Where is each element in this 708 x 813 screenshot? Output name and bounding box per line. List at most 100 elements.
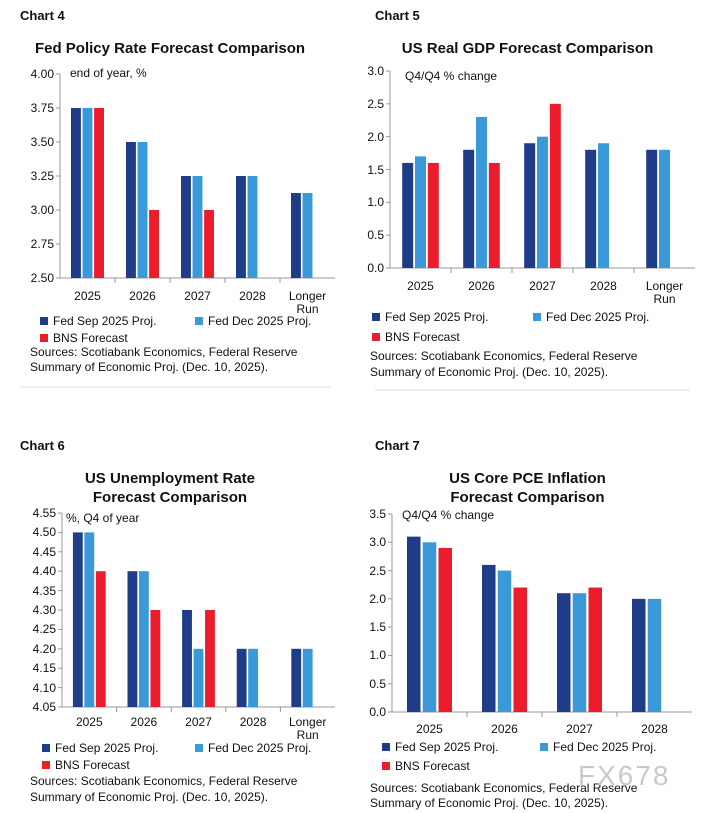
bar bbox=[127, 571, 138, 707]
bar bbox=[137, 142, 148, 278]
x-tick-label: 2026 bbox=[129, 289, 156, 303]
y-tick-label: 4.45 bbox=[32, 544, 56, 559]
y-tick-label: 3.75 bbox=[30, 101, 54, 115]
legend-label: BNS Forecast bbox=[395, 759, 470, 773]
legend-label: BNS Forecast bbox=[53, 331, 128, 345]
bar bbox=[291, 648, 302, 707]
legend-swatch bbox=[42, 761, 50, 769]
y-tick-label: 2.75 bbox=[30, 237, 54, 251]
x-tick-label: 2027 bbox=[185, 715, 212, 729]
bar bbox=[585, 149, 597, 268]
x-tick-label: 2025 bbox=[416, 722, 443, 736]
bar bbox=[247, 176, 258, 278]
legend-label: Fed Sep 2025 Proj. bbox=[385, 310, 489, 324]
legend-swatch bbox=[372, 313, 380, 321]
x-tick-label: 2026 bbox=[468, 279, 495, 293]
y-tick-label: 4.30 bbox=[32, 603, 56, 617]
y-tick-label: 1.5 bbox=[367, 162, 384, 177]
bar bbox=[84, 532, 95, 707]
bar bbox=[192, 176, 203, 278]
bar bbox=[646, 149, 658, 268]
source-note: Sources: Scotiabank Economics, Federal R… bbox=[30, 345, 298, 359]
y-tick-label: 4.55 bbox=[32, 506, 56, 520]
source-note: Summary of Economic Proj. (Dec. 10, 2025… bbox=[370, 796, 609, 810]
legend-swatch bbox=[42, 744, 50, 752]
y-tick-label: 2.0 bbox=[369, 591, 386, 606]
bar bbox=[302, 648, 313, 707]
y-tick-label: 4.10 bbox=[32, 680, 56, 695]
x-tick-label: 2026 bbox=[491, 722, 518, 736]
watermark: FX678 bbox=[578, 760, 671, 791]
bar bbox=[72, 532, 83, 707]
y-tick-label: 2.50 bbox=[30, 271, 54, 285]
x-tick-label: 2028 bbox=[239, 715, 267, 729]
y-tick-label: 1.5 bbox=[369, 620, 386, 635]
bar bbox=[488, 162, 500, 268]
legend-swatch bbox=[382, 762, 390, 770]
legend-label: Fed Dec 2025 Proj. bbox=[546, 310, 650, 324]
bar bbox=[557, 593, 571, 712]
chart-title: Forecast Comparison bbox=[92, 489, 248, 506]
y-tick-label: 0.5 bbox=[369, 676, 386, 691]
legend-swatch bbox=[372, 333, 380, 341]
bar bbox=[588, 587, 602, 712]
y-tick-label: 3.0 bbox=[369, 535, 386, 550]
bar bbox=[524, 143, 536, 268]
y-tick-label: 4.05 bbox=[32, 700, 56, 714]
y-tick-label: 4.20 bbox=[32, 641, 56, 656]
y-tick-label: 4.40 bbox=[32, 564, 56, 579]
legend-label: Fed Sep 2025 Proj. bbox=[55, 741, 159, 755]
legend-label: BNS Forecast bbox=[385, 330, 460, 344]
chart-title: US Unemployment Rate bbox=[84, 470, 256, 487]
y-tick-label: 3.0 bbox=[367, 64, 384, 78]
y-tick-label: 3.00 bbox=[30, 203, 54, 217]
x-tick-label: Longer Run bbox=[288, 289, 327, 316]
chart-label: Chart 5 bbox=[375, 8, 420, 23]
bar bbox=[402, 162, 414, 268]
bar bbox=[598, 143, 609, 268]
y-tick-label: 1.0 bbox=[367, 195, 384, 210]
x-tick-label: 2028 bbox=[239, 289, 266, 303]
bar bbox=[82, 108, 93, 278]
x-tick-label: 2027 bbox=[566, 722, 593, 736]
x-tick-label: 2025 bbox=[74, 289, 101, 303]
bar bbox=[537, 136, 548, 268]
legend-swatch bbox=[533, 313, 541, 321]
bar bbox=[149, 210, 159, 278]
y-tick-label: 4.35 bbox=[32, 583, 56, 598]
bar bbox=[427, 162, 439, 268]
bar bbox=[204, 210, 214, 278]
bar bbox=[205, 610, 215, 707]
chart-title: Fed Policy Rate Forecast Comparison bbox=[34, 40, 306, 57]
bar bbox=[482, 564, 496, 712]
source-note: Summary of Economic Proj. (Dec. 10, 2025… bbox=[370, 365, 609, 379]
y-tick-label: 4.00 bbox=[30, 67, 54, 81]
chart-title: US Real GDP Forecast Comparison bbox=[401, 40, 654, 57]
chart-label: Chart 4 bbox=[20, 8, 65, 23]
bar bbox=[236, 648, 247, 707]
source-note: Summary of Economic Proj. (Dec. 10, 2025… bbox=[30, 360, 269, 374]
bar bbox=[182, 610, 192, 707]
y-tick-label: 4.15 bbox=[32, 661, 56, 676]
y-tick-label: 1.0 bbox=[369, 648, 386, 663]
bar bbox=[659, 149, 670, 268]
legend-swatch bbox=[195, 744, 203, 752]
x-tick-label: 2027 bbox=[184, 289, 211, 303]
bar bbox=[248, 648, 259, 707]
x-tick-label: 2028 bbox=[590, 279, 617, 293]
y-tick-label: 2.5 bbox=[369, 563, 386, 578]
legend-label: Fed Sep 2025 Proj. bbox=[53, 314, 157, 328]
bar bbox=[438, 547, 452, 712]
source-note: Sources: Scotiabank Economics, Federal R… bbox=[30, 774, 298, 788]
x-tick-label: 2028 bbox=[641, 722, 668, 736]
bar bbox=[415, 156, 426, 268]
bar bbox=[632, 598, 646, 712]
unit-label: %, Q4 of year bbox=[66, 511, 140, 525]
bar bbox=[497, 570, 512, 712]
bar bbox=[71, 108, 81, 278]
unit-label: Q4/Q4 % change bbox=[405, 69, 498, 83]
legend-label: Fed Sep 2025 Proj. bbox=[395, 740, 499, 754]
bar bbox=[181, 176, 191, 278]
bar bbox=[572, 593, 587, 712]
